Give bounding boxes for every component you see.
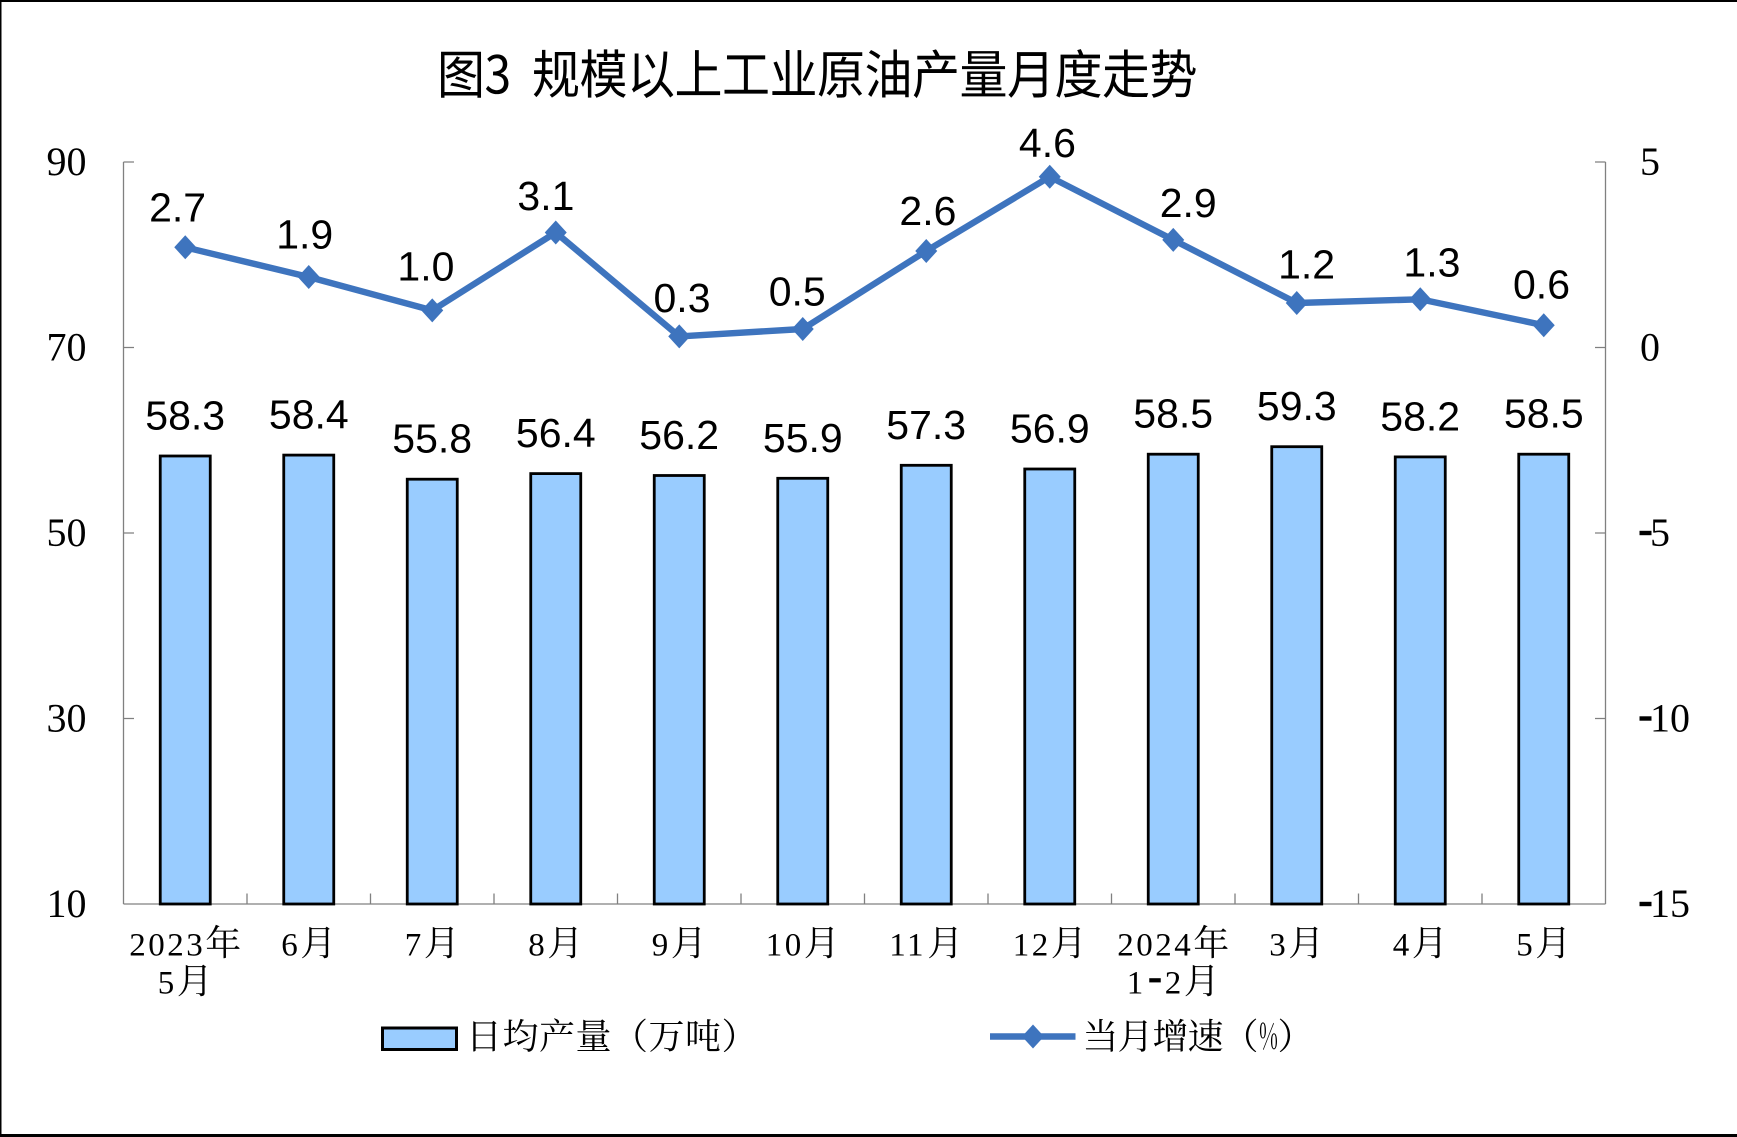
svg-text:4.6: 4.6 [1019,120,1076,166]
svg-text:5: 5 [1650,510,1670,555]
svg-text:10: 10 [766,928,804,964]
svg-text:2.7: 2.7 [149,185,206,231]
svg-text:7: 7 [405,928,424,964]
svg-text:1.9: 1.9 [276,212,333,258]
svg-text:1.3: 1.3 [1403,240,1460,286]
svg-text:10: 10 [47,881,87,926]
svg-text:30: 30 [47,696,87,741]
svg-text:15: 15 [1650,881,1690,926]
svg-text:10: 10 [1650,696,1690,741]
svg-text:9: 9 [652,928,671,964]
svg-text:5: 5 [1516,928,1535,964]
svg-text:12: 12 [1013,928,1051,964]
svg-text:1: 1 [1127,966,1146,1002]
svg-text:50: 50 [47,510,87,555]
svg-text:3: 3 [1269,928,1288,964]
svg-text:5: 5 [158,966,177,1002]
svg-text:56.4: 56.4 [516,410,596,456]
svg-text:11: 11 [889,928,926,964]
svg-text:2.9: 2.9 [1160,180,1217,226]
svg-text:4: 4 [1393,928,1412,964]
svg-text:8: 8 [528,928,547,964]
svg-text:2.6: 2.6 [899,188,956,234]
svg-text:2023: 2023 [129,928,205,964]
svg-text:0.5: 0.5 [769,269,826,315]
svg-text:58.5: 58.5 [1133,391,1213,437]
svg-text:2: 2 [1165,966,1184,1002]
svg-text:0.6: 0.6 [1513,262,1570,308]
svg-text:56.9: 56.9 [1010,406,1090,452]
svg-text:58.4: 58.4 [269,392,349,438]
svg-text:1.2: 1.2 [1278,242,1335,288]
svg-text:58.2: 58.2 [1380,393,1460,439]
svg-text:58.5: 58.5 [1504,391,1584,437]
svg-text:90: 90 [47,139,87,184]
svg-text:59.3: 59.3 [1257,383,1337,429]
svg-text:6: 6 [281,928,300,964]
svg-text:5: 5 [1640,139,1660,184]
svg-text:3.1: 3.1 [517,173,574,219]
svg-text:1.0: 1.0 [397,244,454,290]
svg-text:58.3: 58.3 [145,393,225,439]
svg-text:57.3: 57.3 [886,402,966,448]
svg-text:0: 0 [1640,325,1660,370]
svg-text:70: 70 [47,325,87,370]
svg-text:56.2: 56.2 [639,412,719,458]
svg-text:55.9: 55.9 [763,415,843,461]
svg-text:2024: 2024 [1117,928,1193,964]
svg-text:55.8: 55.8 [392,416,472,462]
svg-text:0.3: 0.3 [654,275,711,321]
